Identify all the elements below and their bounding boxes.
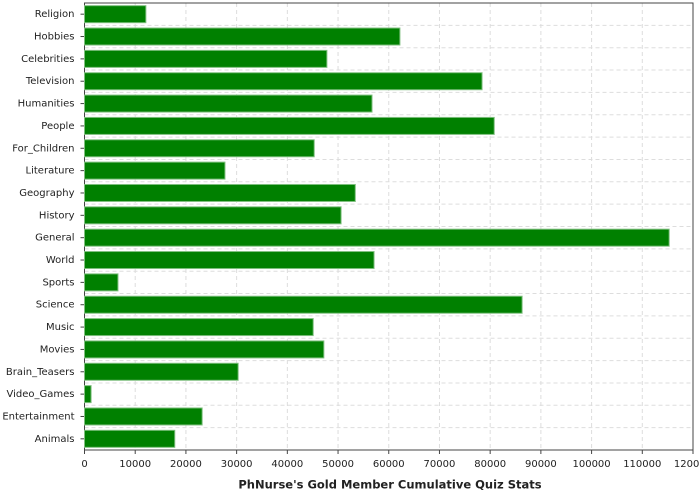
x-tick-label: 50000 <box>322 459 354 470</box>
y-tick-label: Video_Games <box>7 389 75 400</box>
bar <box>84 72 483 91</box>
y-tick-label: Geography <box>19 188 74 199</box>
bar <box>84 318 314 337</box>
plot-frame <box>84 2 694 451</box>
bar <box>84 251 375 270</box>
bar <box>84 161 226 180</box>
y-tick-label: Science <box>36 300 75 311</box>
bar <box>84 273 119 292</box>
chart-title: PhNurse's Gold Member Cumulative Quiz St… <box>238 478 541 492</box>
bar <box>84 49 328 68</box>
bar <box>84 139 315 158</box>
bar <box>84 429 176 448</box>
y-tick-label: Humanities <box>18 99 75 110</box>
x-tick-label: 80000 <box>474 459 506 470</box>
y-tick-label: Religion <box>35 9 75 20</box>
x-tick-label: 0 <box>81 459 87 470</box>
y-tick-label: Sports <box>42 277 74 288</box>
x-tick-label: 90000 <box>525 459 557 470</box>
y-tick-label: Movies <box>40 344 75 355</box>
x-tick-label: 100000 <box>572 459 610 470</box>
bar <box>84 5 147 24</box>
x-tick-label: 70000 <box>424 459 456 470</box>
y-tick-label: People <box>41 121 74 132</box>
x-tick-label: 10000 <box>119 459 151 470</box>
y-tick-label: Celebrities <box>21 54 74 65</box>
y-tick-label: Television <box>25 76 75 87</box>
x-tick-label: 20000 <box>170 459 202 470</box>
y-tick-label: Hobbies <box>34 32 74 43</box>
x-tick-label: 120000 <box>674 459 700 470</box>
y-tick-label: Literature <box>26 166 75 177</box>
y-tick-label: History <box>39 210 75 221</box>
y-tick-label: For_Children <box>12 143 74 154</box>
bar <box>84 385 92 404</box>
bar <box>84 340 325 359</box>
y-tick-label: General <box>35 233 74 244</box>
bar <box>84 206 342 225</box>
bar <box>84 27 401 46</box>
bar <box>84 295 523 314</box>
y-tick-label: Animals <box>35 434 75 445</box>
bar <box>84 116 495 135</box>
y-tick-label: World <box>46 255 75 266</box>
y-tick-label: Brain_Teasers <box>6 367 75 378</box>
x-tick-label: 40000 <box>271 459 303 470</box>
y-tick-label: Music <box>46 322 74 333</box>
bar <box>84 228 670 247</box>
x-tick-label: 110000 <box>623 459 661 470</box>
bar <box>84 362 239 381</box>
bar <box>84 94 373 113</box>
bar <box>84 407 203 426</box>
bar <box>84 183 356 202</box>
x-tick-label: 30000 <box>221 459 253 470</box>
y-tick-label: Entertainment <box>2 411 74 422</box>
x-tick-label: 60000 <box>373 459 405 470</box>
